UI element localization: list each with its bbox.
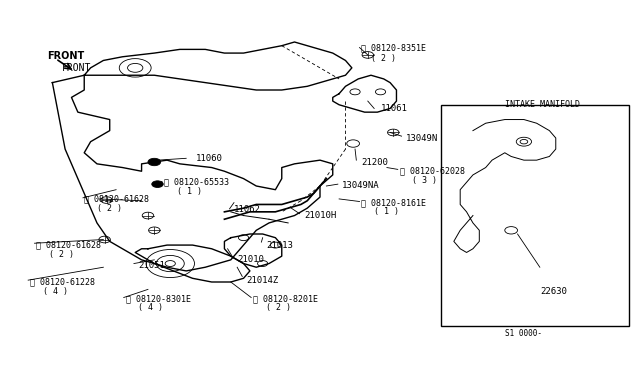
Text: ( 2 ): ( 2 ) <box>266 303 291 312</box>
Text: ( 1 ): ( 1 ) <box>374 207 399 217</box>
Text: 21010: 21010 <box>237 255 264 264</box>
Text: 21200: 21200 <box>362 157 388 167</box>
Text: 11061: 11061 <box>381 104 408 113</box>
Text: ( 2 ): ( 2 ) <box>97 203 122 213</box>
Text: Ⓑ 08120-65533: Ⓑ 08120-65533 <box>164 178 229 187</box>
Text: FRONT: FRONT <box>47 51 84 61</box>
Circle shape <box>148 158 161 166</box>
Text: 11062: 11062 <box>234 205 261 215</box>
Text: Ⓑ 08120-8161E: Ⓑ 08120-8161E <box>362 198 426 207</box>
Text: 13049N: 13049N <box>406 134 438 142</box>
Circle shape <box>152 181 163 187</box>
Text: ( 4 ): ( 4 ) <box>43 287 68 296</box>
Text: Ⓑ 08120-61628: Ⓑ 08120-61628 <box>84 195 149 203</box>
Text: 21014Z: 21014Z <box>246 276 279 285</box>
Text: Ⓑ 08120-61628: Ⓑ 08120-61628 <box>36 241 101 250</box>
Text: 21010H: 21010H <box>304 211 336 220</box>
Text: Ⓑ 08120-62028: Ⓑ 08120-62028 <box>399 167 465 176</box>
Text: ( 4 ): ( 4 ) <box>138 303 163 312</box>
Text: Ⓑ 08120-8201E: Ⓑ 08120-8201E <box>253 294 318 303</box>
Text: ( 2 ): ( 2 ) <box>371 54 396 63</box>
Text: 21051: 21051 <box>138 261 165 270</box>
Text: S1 0000-: S1 0000- <box>505 329 542 338</box>
Text: Ⓑ 08120-8301E: Ⓑ 08120-8301E <box>125 294 191 303</box>
Text: Ⓑ 08120-61228: Ⓑ 08120-61228 <box>30 278 95 286</box>
Text: INTAKE MANIFOLD: INTAKE MANIFOLD <box>505 100 580 109</box>
Text: ( 2 ): ( 2 ) <box>49 250 74 259</box>
Text: 22630: 22630 <box>540 287 566 296</box>
Text: 11060: 11060 <box>196 154 223 163</box>
Text: 13049NA: 13049NA <box>342 182 380 190</box>
Text: 21013: 21013 <box>266 241 292 250</box>
Text: FRONT: FRONT <box>62 63 92 73</box>
Text: ( 3 ): ( 3 ) <box>412 176 437 185</box>
Text: ( 1 ): ( 1 ) <box>177 187 202 196</box>
Text: Ⓑ 08120-8351E: Ⓑ 08120-8351E <box>362 43 426 52</box>
Bar <box>441 105 629 326</box>
